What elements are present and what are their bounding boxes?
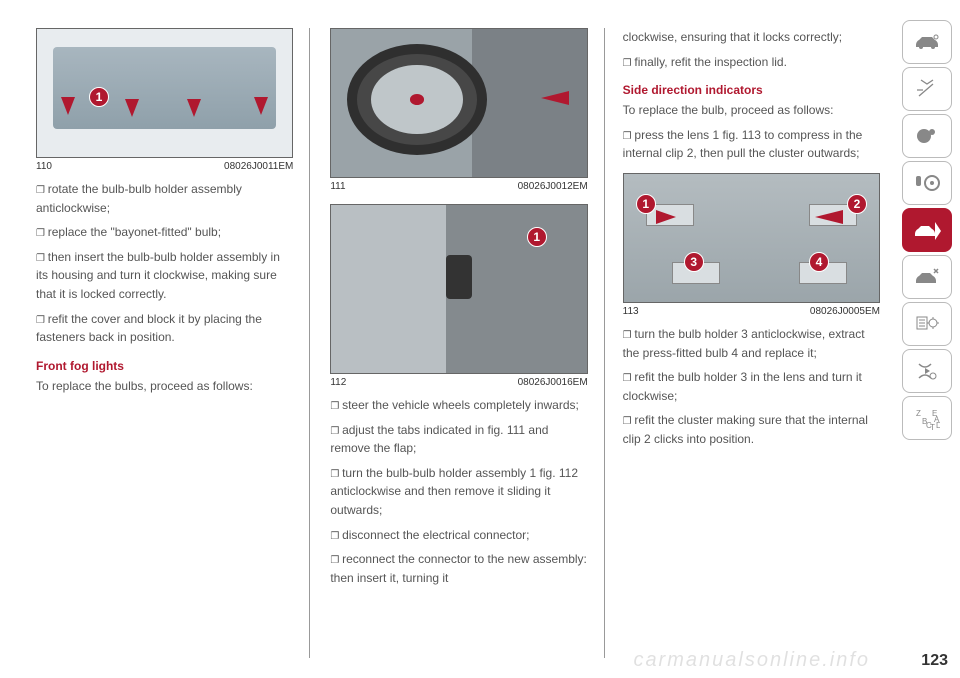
callout-badge: 3 (684, 252, 704, 272)
figure-111 (330, 28, 587, 178)
page-number: 123 (921, 652, 948, 670)
figure-number: 110 (36, 161, 52, 172)
tab-car-icon[interactable] (902, 20, 952, 64)
callout-badge-1: 1 (527, 227, 547, 247)
svg-text:Z: Z (916, 409, 921, 418)
section-heading: Side direction indicators (623, 83, 880, 97)
figure-number: 113 (623, 306, 639, 317)
figure-110: 1 (36, 28, 293, 158)
column-3: clockwise, ensuring that it locks correc… (623, 28, 880, 658)
step-text: adjust the tabs indicated in fig. 111 an… (330, 421, 587, 458)
step-text: disconnect the electrical connector; (330, 526, 587, 545)
figure-112: 1 (330, 204, 587, 374)
figure-number: 112 (330, 377, 346, 388)
tab-emergency-icon[interactable] (902, 208, 952, 252)
figure-code: 08026J0012EM (518, 181, 588, 192)
callout-badge: 2 (847, 194, 867, 214)
body-text: To replace the bulb, proceed as follows: (623, 101, 880, 120)
step-text: press the lens 1 fig. 113 to compress in… (623, 126, 880, 163)
step-text: refit the cover and block it by placing … (36, 310, 293, 347)
callout-badge: 1 (636, 194, 656, 214)
step-text: steer the vehicle wheels completely inwa… (330, 396, 587, 415)
callout-badge: 4 (809, 252, 829, 272)
section-heading: Front fog lights (36, 359, 293, 373)
figure-caption: 112 08026J0016EM (330, 377, 587, 388)
body-text: clockwise, ensuring that it locks correc… (623, 28, 880, 47)
svg-text:T: T (930, 423, 935, 430)
step-text: turn the bulb holder 3 anticlockwise, ex… (623, 325, 880, 362)
svg-text:D: D (936, 421, 940, 430)
step-text: finally, refit the inspection lid. (623, 53, 880, 72)
column-1: 1 110 08026J0011EM rotate the bulb-bulb … (36, 28, 310, 658)
column-2: 111 08026J0012EM 1 112 08026J0016EM stee… (328, 28, 604, 658)
manual-page: 1 110 08026J0011EM rotate the bulb-bulb … (0, 0, 960, 678)
step-text: then insert the bulb-bulb holder assembl… (36, 248, 293, 304)
figure-code: 08026J0011EM (224, 161, 293, 172)
figure-caption: 111 08026J0012EM (330, 181, 587, 192)
step-text: reconnect the connector to the new assem… (330, 550, 587, 587)
figure-caption: 110 08026J0011EM (36, 161, 293, 172)
figure-caption: 113 08026J0005EM (623, 306, 880, 317)
step-text: replace the "bayonet-fitted" bulb; (36, 223, 293, 242)
tab-steering-icon[interactable] (902, 161, 952, 205)
step-text: rotate the bulb-bulb holder assembly ant… (36, 180, 293, 217)
figure-code: 08026J0016EM (518, 377, 588, 388)
step-text: refit the bulb holder 3 in the lens and … (623, 368, 880, 405)
figure-number: 111 (330, 181, 345, 192)
tab-media-icon[interactable] (902, 349, 952, 393)
step-text: refit the cluster making sure that the i… (623, 411, 880, 448)
tab-airbag-icon[interactable] (902, 114, 952, 158)
body-text: To replace the bulbs, proceed as follows… (36, 377, 293, 396)
step-text: turn the bulb-bulb holder assembly 1 fig… (330, 464, 587, 520)
tab-settings-icon[interactable] (902, 302, 952, 346)
section-tabs: ZBCEADT (902, 20, 952, 440)
watermark-text: carmanualsonline.info (633, 649, 870, 672)
callout-badge-1: 1 (89, 87, 109, 107)
tab-service-icon[interactable] (902, 255, 952, 299)
figure-code: 08026J0005EM (810, 306, 880, 317)
figure-113: 1 2 3 4 (623, 173, 880, 303)
tab-index-icon[interactable]: ZBCEADT (902, 396, 952, 440)
tab-light-icon[interactable] (902, 67, 952, 111)
